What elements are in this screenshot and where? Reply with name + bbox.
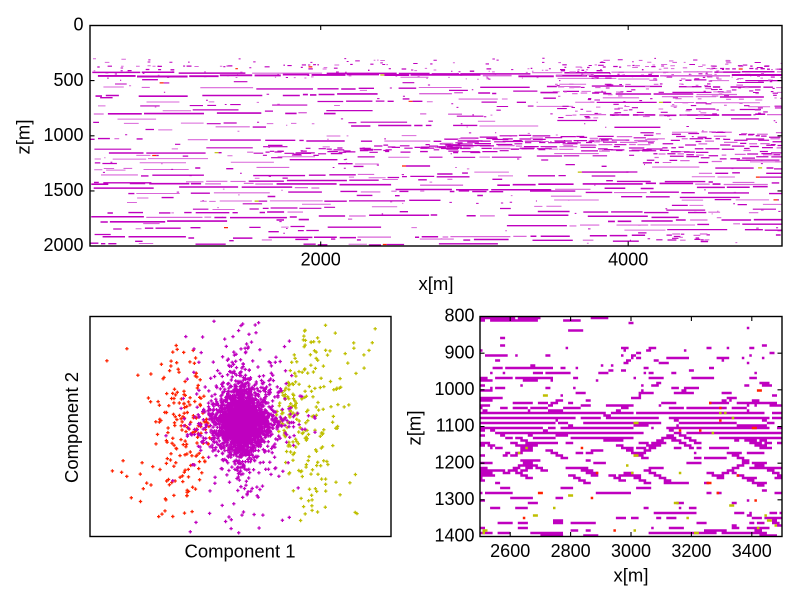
svg-text:x[m]: x[m]	[419, 273, 454, 294]
svg-text:1500: 1500	[43, 180, 83, 200]
svg-text:2600: 2600	[490, 541, 530, 561]
svg-text:4000: 4000	[608, 250, 648, 270]
svg-text:500: 500	[53, 70, 83, 90]
svg-text:2000: 2000	[301, 250, 341, 270]
svg-text:z[m]: z[m]	[13, 120, 34, 155]
svg-text:1000: 1000	[43, 125, 83, 145]
svg-text:x[m]: x[m]	[614, 564, 649, 585]
svg-text:1300: 1300	[434, 489, 474, 509]
svg-text:1400: 1400	[434, 526, 474, 546]
svg-text:3200: 3200	[671, 541, 711, 561]
svg-text:Component 2: Component 2	[61, 372, 82, 483]
svg-text:900: 900	[444, 342, 474, 362]
svg-text:2800: 2800	[551, 541, 591, 561]
svg-text:3400: 3400	[732, 541, 772, 561]
svg-text:0: 0	[73, 15, 83, 35]
svg-text:Component 1: Component 1	[184, 541, 295, 562]
svg-text:1200: 1200	[434, 452, 474, 472]
svg-text:1000: 1000	[434, 379, 474, 399]
svg-text:3000: 3000	[611, 541, 651, 561]
svg-text:1100: 1100	[436, 416, 475, 436]
svg-text:800: 800	[444, 306, 474, 326]
svg-text:z[m]: z[m]	[404, 411, 425, 446]
svg-text:2000: 2000	[43, 235, 83, 255]
